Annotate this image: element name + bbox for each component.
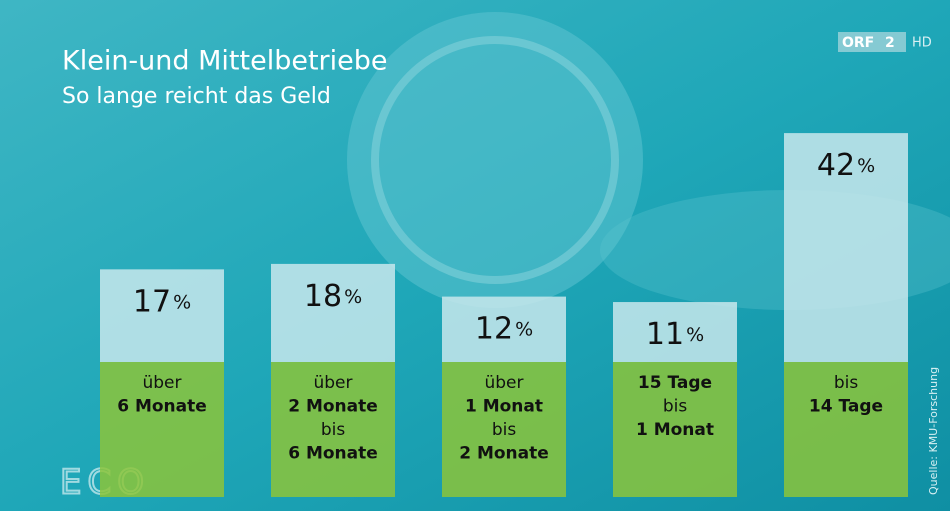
category-label: 1 Monat (465, 397, 543, 417)
logo-number: 2 (885, 35, 895, 51)
value-label: 18 (304, 278, 342, 313)
category-label: über (142, 373, 181, 393)
category-box (442, 362, 566, 497)
category-label: bis (663, 397, 688, 417)
category-box (613, 362, 737, 497)
bar (100, 269, 224, 362)
value-label-group: 11% (646, 317, 704, 352)
chart-subtitle: So lange reicht das Geld (62, 84, 331, 109)
value-unit: % (686, 324, 704, 346)
value-unit: % (857, 155, 875, 177)
category-label: 14 Tage (809, 397, 883, 417)
category-label: 2 Monate (459, 444, 549, 464)
category-label: 6 Monate (288, 444, 378, 464)
category-label: über (313, 373, 352, 393)
category-label: bis (834, 373, 859, 393)
category-label: bis (492, 420, 517, 440)
bar (784, 133, 908, 362)
value-label-group: 17% (133, 284, 191, 319)
value-label: 17 (133, 284, 171, 319)
category-label: über (484, 373, 523, 393)
value-label-group: 12% (475, 311, 533, 346)
category-box (271, 362, 395, 497)
value-label: 12 (475, 311, 513, 346)
value-label-group: 42% (817, 148, 875, 183)
value-unit: % (344, 285, 362, 307)
category-box (784, 362, 908, 497)
category-label: 1 Monat (636, 420, 714, 440)
coin (347, 12, 643, 308)
value-unit: % (173, 291, 191, 313)
value-label: 11 (646, 317, 684, 352)
bar (613, 302, 737, 362)
chart-title: Klein-und Mittelbetriebe (62, 46, 388, 77)
logo: ORF (842, 35, 874, 51)
bar (442, 296, 566, 362)
category-label: bis (321, 420, 346, 440)
category-label: 6 Monate (117, 397, 207, 417)
value-unit: % (515, 318, 533, 340)
category-label: 15 Tage (638, 373, 712, 393)
coin-ring (371, 36, 619, 284)
category-box (100, 362, 224, 497)
logo-box (838, 32, 906, 52)
category-label: 2 Monate (288, 397, 378, 417)
value-label-group: 18% (304, 278, 362, 313)
bar (271, 263, 395, 362)
source: Quelle: KMU-Forschung (927, 367, 940, 495)
logo-hd: HD (912, 36, 932, 51)
value-label: 42 (817, 148, 855, 183)
